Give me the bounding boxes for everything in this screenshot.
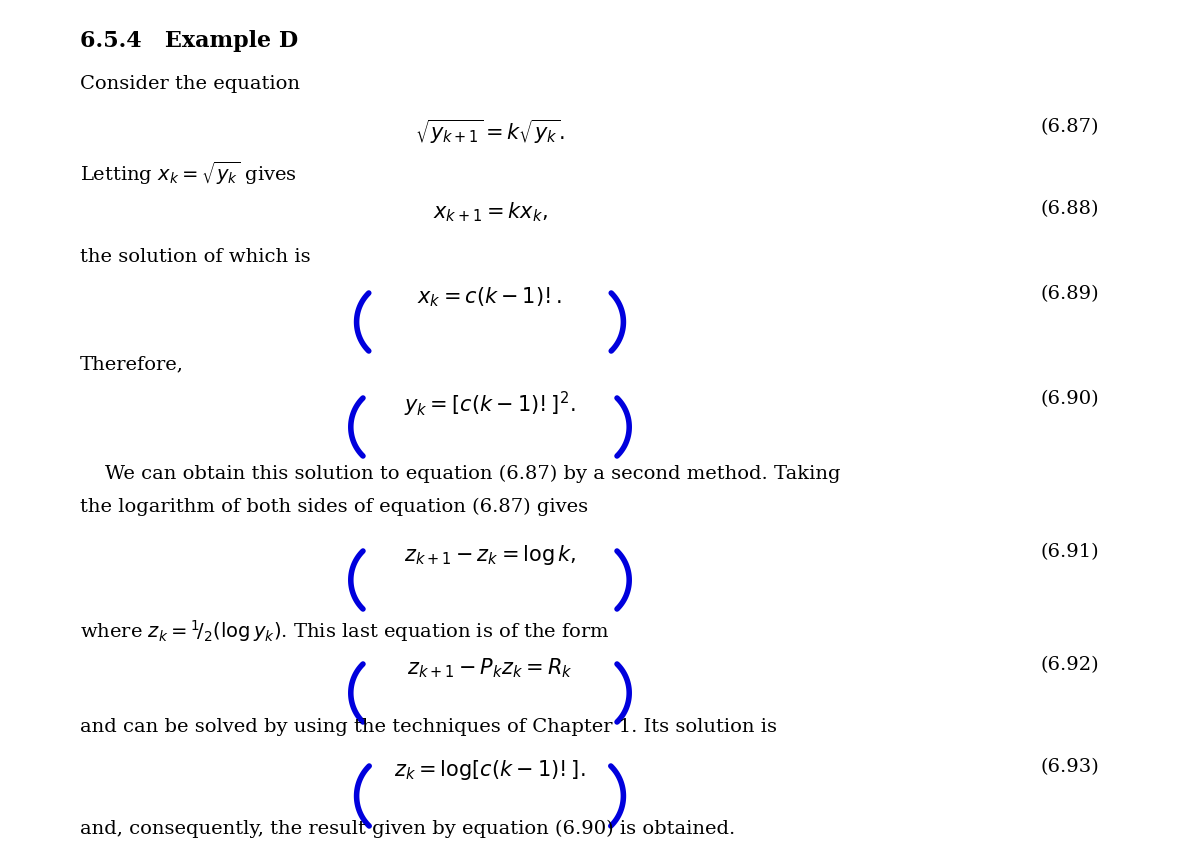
Text: $\sqrt{y_{k+1}} = k\sqrt{y_k}.$: $\sqrt{y_{k+1}} = k\sqrt{y_k}.$ — [415, 118, 565, 146]
Text: $x_k = c(k-1)!.$: $x_k = c(k-1)!.$ — [418, 285, 563, 309]
Text: the logarithm of both sides of equation (6.87) gives: the logarithm of both sides of equation … — [80, 498, 588, 517]
Text: where $z_k = {}^1\!/_2(\log y_k)$. This last equation is of the form: where $z_k = {}^1\!/_2(\log y_k)$. This … — [80, 618, 610, 644]
Text: $z_{k+1} - z_k = \log k,$: $z_{k+1} - z_k = \log k,$ — [403, 543, 576, 567]
Text: (6.87): (6.87) — [1040, 118, 1099, 136]
Text: and can be solved by using the techniques of Chapter 1. Its solution is: and can be solved by using the technique… — [80, 718, 778, 736]
Text: 6.5.4   Example D: 6.5.4 Example D — [80, 30, 298, 52]
Text: (6.93): (6.93) — [1040, 758, 1099, 776]
Text: $x_{k+1} = kx_k,$: $x_{k+1} = kx_k,$ — [432, 200, 547, 224]
Text: (6.89): (6.89) — [1040, 285, 1099, 303]
Text: (6.92): (6.92) — [1040, 656, 1099, 674]
Text: the solution of which is: the solution of which is — [80, 248, 311, 266]
Text: Letting $x_k = \sqrt{y_k}$ gives: Letting $x_k = \sqrt{y_k}$ gives — [80, 160, 296, 187]
Text: $z_{k+1} - P_k z_k = R_k$: $z_{k+1} - P_k z_k = R_k$ — [407, 656, 572, 679]
Text: $z_k = \log[c(k-1)!].$: $z_k = \log[c(k-1)!].$ — [395, 758, 586, 782]
Text: $y_k = [c(k-1)!]^2.$: $y_k = [c(k-1)!]^2.$ — [404, 390, 576, 419]
Text: and, consequently, the result given by equation (6.90) is obtained.: and, consequently, the result given by e… — [80, 820, 736, 838]
Text: (6.90): (6.90) — [1040, 390, 1099, 408]
Text: (6.88): (6.88) — [1040, 200, 1099, 218]
Text: Consider the equation: Consider the equation — [80, 75, 300, 93]
Text: We can obtain this solution to equation (6.87) by a second method. Taking: We can obtain this solution to equation … — [80, 465, 840, 484]
Text: (6.91): (6.91) — [1040, 543, 1099, 561]
Text: Therefore,: Therefore, — [80, 355, 184, 373]
